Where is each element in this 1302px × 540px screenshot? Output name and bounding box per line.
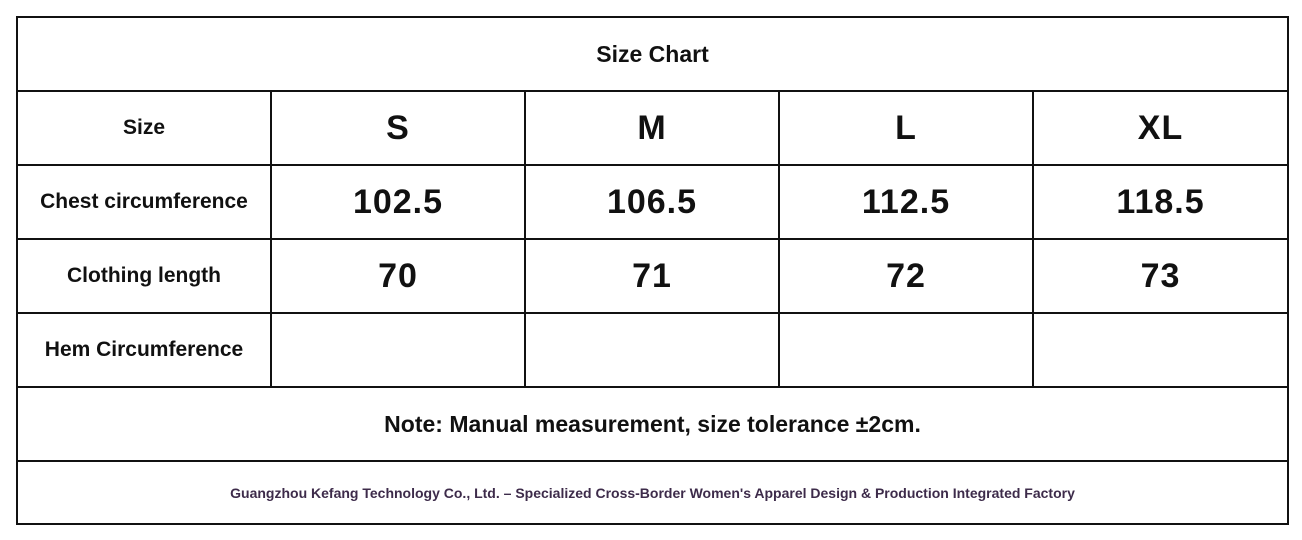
header-row: Size S M L XL [16, 90, 1290, 166]
table-title: Size Chart [15, 16, 1290, 92]
size-table: Size Chart Size S M L XL Chest circumfer… [15, 16, 1290, 525]
row-label: Clothing length [16, 238, 272, 314]
empty-cell [270, 312, 526, 388]
data-row: Chest circumference 102.5 106.5 112.5 11… [16, 164, 1290, 240]
empty-cell [778, 312, 1034, 388]
empty-cell [1031, 312, 1290, 388]
cell: 106.5 [524, 164, 780, 240]
header-cell: S [270, 90, 526, 166]
cell: 72 [778, 238, 1034, 314]
cell: 70 [270, 238, 526, 314]
data-row: Hem Circumference [16, 312, 1290, 388]
header-cell: Size [16, 90, 272, 166]
row-label: Chest circumference [16, 164, 272, 240]
header-cell: L [778, 90, 1034, 166]
cell: 71 [524, 238, 780, 314]
cell: 112.5 [778, 164, 1034, 240]
note: Note: Manual measurement, size tolerance… [15, 386, 1290, 462]
data-row: Clothing length 70 71 72 73 [16, 238, 1290, 314]
cell: 118.5 [1031, 164, 1290, 240]
cell: 102.5 [270, 164, 526, 240]
header-cell: M [524, 90, 780, 166]
empty-cell [524, 312, 780, 388]
cell: 73 [1031, 238, 1290, 314]
footer: Guangzhou Kefang Technology Co., Ltd. – … [15, 460, 1290, 525]
header-cell: XL [1031, 90, 1290, 166]
row-label: Hem Circumference [16, 312, 272, 388]
